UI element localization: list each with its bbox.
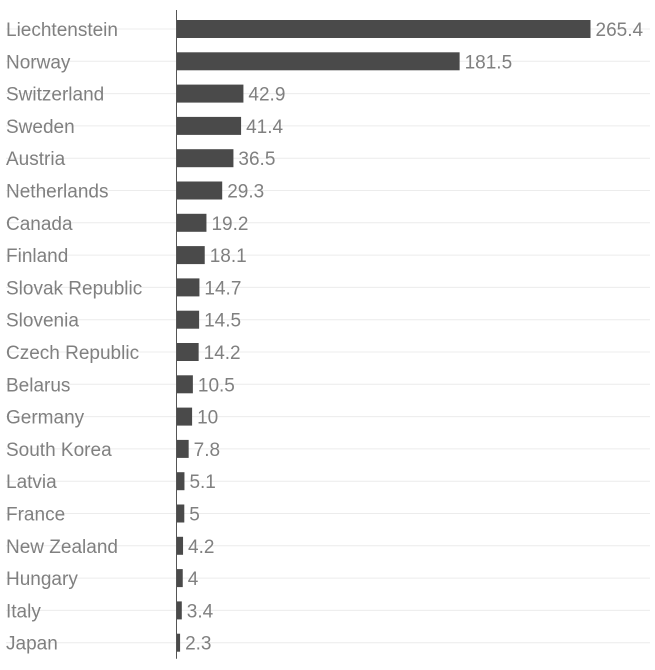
category-label: South Korea xyxy=(6,440,112,461)
category-label: Liechtenstein xyxy=(6,20,118,41)
bar xyxy=(176,407,193,426)
bar xyxy=(176,536,184,555)
category-label: Austria xyxy=(6,149,66,170)
value-label: 41.4 xyxy=(246,117,283,138)
bar xyxy=(176,213,207,232)
category-label: Japan xyxy=(6,634,58,655)
value-label: 10.5 xyxy=(198,375,235,396)
value-label: 36.5 xyxy=(238,149,275,170)
bar xyxy=(176,116,242,135)
bar xyxy=(176,20,591,38)
value-label: 7.8 xyxy=(194,440,220,461)
category-label: Slovenia xyxy=(6,311,79,332)
category-label: Czech Republic xyxy=(6,343,139,364)
category-label: Slovak Republic xyxy=(6,278,142,299)
value-label: 42.9 xyxy=(248,85,285,106)
value-label: 4 xyxy=(188,569,199,590)
value-label: 4.2 xyxy=(188,537,214,558)
bar xyxy=(176,84,244,103)
value-label: 10 xyxy=(197,408,218,429)
bar xyxy=(176,246,205,265)
category-label: New Zealand xyxy=(6,537,118,558)
value-label: 265.4 xyxy=(596,20,644,41)
value-label: 14.7 xyxy=(204,278,241,299)
category-label: Belarus xyxy=(6,375,70,396)
category-label: Canada xyxy=(6,214,73,235)
chart-rows: Liechtenstein 265.4 Norway 181.5 Switzerland… xyxy=(6,20,650,655)
bar xyxy=(176,569,183,588)
bar xyxy=(176,149,234,168)
category-label: Latvia xyxy=(6,472,57,493)
bar xyxy=(176,310,200,329)
bar xyxy=(176,439,189,458)
value-label: 18.1 xyxy=(210,246,247,267)
category-label: Hungary xyxy=(6,569,78,590)
bar xyxy=(176,52,460,71)
value-label: 5 xyxy=(189,505,200,526)
bar xyxy=(176,633,181,652)
value-label: 14.2 xyxy=(204,343,241,364)
bar xyxy=(176,601,182,620)
category-label: Sweden xyxy=(6,117,75,138)
category-label: Norway xyxy=(6,52,71,73)
bar xyxy=(176,504,185,523)
bar xyxy=(176,278,200,297)
value-label: 14.5 xyxy=(204,311,241,332)
category-label: Netherlands xyxy=(6,182,108,203)
value-label: 29.3 xyxy=(227,182,264,203)
value-label: 19.2 xyxy=(211,214,248,235)
category-label: Finland xyxy=(6,246,68,267)
category-label: Germany xyxy=(6,408,85,429)
value-label: 2.3 xyxy=(185,634,211,655)
bar xyxy=(176,181,223,200)
category-label: Italy xyxy=(6,601,41,622)
bar xyxy=(176,375,193,394)
value-label: 5.1 xyxy=(189,472,215,493)
bar xyxy=(176,472,185,491)
value-label: 3.4 xyxy=(187,601,214,622)
value-label: 181.5 xyxy=(465,52,513,73)
category-label: Switzerland xyxy=(6,85,104,106)
bar xyxy=(176,343,199,361)
category-label: France xyxy=(6,505,65,526)
